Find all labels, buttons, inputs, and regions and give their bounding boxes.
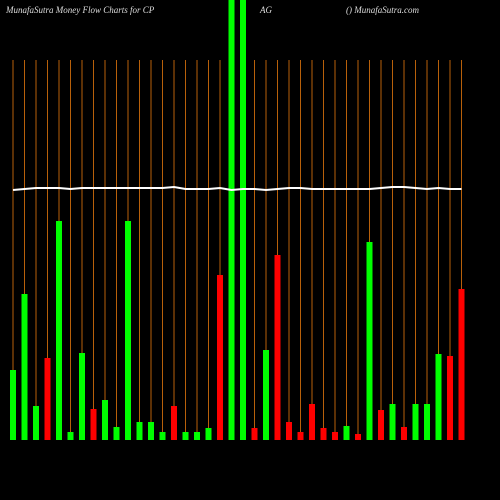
bar <box>458 289 465 440</box>
bar <box>263 350 269 440</box>
bar <box>389 404 396 440</box>
bar <box>205 428 212 440</box>
bar <box>228 0 235 440</box>
bar <box>159 432 166 440</box>
bar <box>251 428 258 440</box>
bar <box>194 432 200 440</box>
bar <box>332 432 338 440</box>
bar <box>343 426 350 440</box>
bar <box>366 242 373 440</box>
bar <box>412 404 419 440</box>
bar <box>79 353 85 440</box>
bar <box>148 422 154 440</box>
bar <box>286 422 292 440</box>
bar <box>125 221 131 440</box>
bar <box>10 370 16 440</box>
trend-line <box>12 185 462 192</box>
bar <box>33 406 39 440</box>
bar <box>182 432 189 440</box>
bar <box>240 0 246 440</box>
chart-title-site: () MunafaSutra.com <box>346 5 419 15</box>
bar <box>435 354 442 440</box>
bar <box>401 427 407 440</box>
bar <box>56 221 62 440</box>
bar <box>21 294 28 440</box>
bar <box>136 422 143 440</box>
bar <box>424 404 430 440</box>
bar <box>320 428 327 440</box>
bar <box>102 400 108 440</box>
bar <box>217 275 223 440</box>
bar <box>309 404 315 440</box>
bar <box>378 410 384 440</box>
bar <box>447 356 453 440</box>
chart-title: MunafaSutra Money Flow Charts for CP <box>5 5 155 15</box>
bar <box>355 434 361 440</box>
bar <box>274 255 281 440</box>
bar <box>44 358 51 440</box>
bar <box>67 432 74 440</box>
bar <box>297 432 304 440</box>
bar <box>113 427 120 440</box>
chart-title-mid: AG <box>259 5 272 15</box>
bar <box>171 406 177 440</box>
bar <box>90 409 97 440</box>
